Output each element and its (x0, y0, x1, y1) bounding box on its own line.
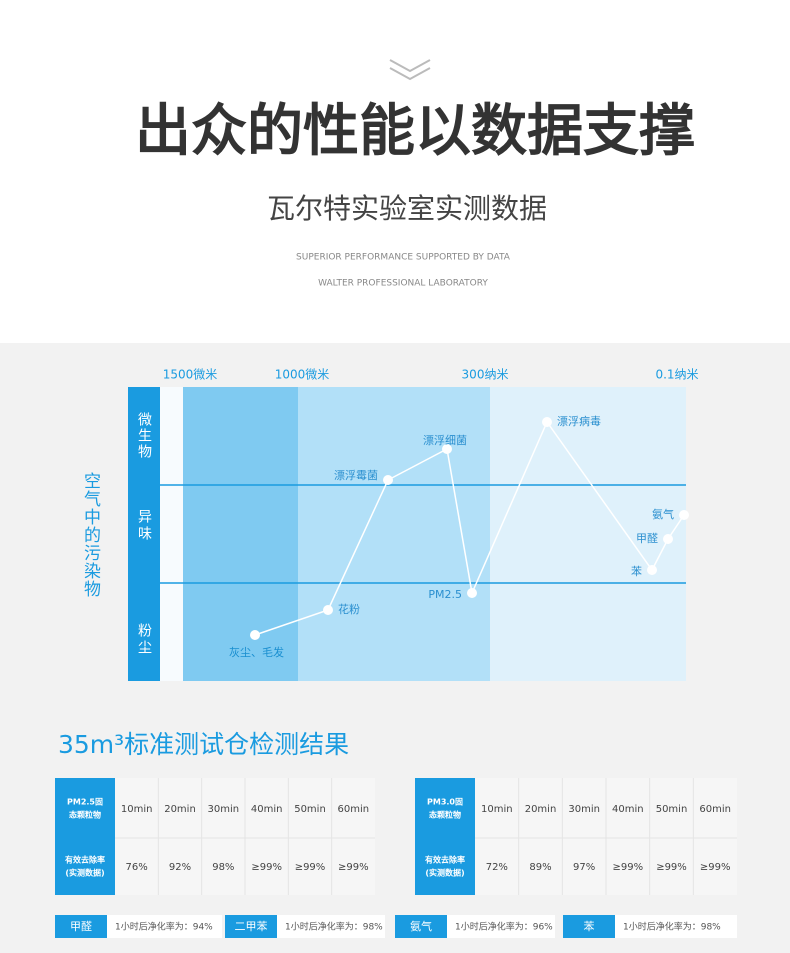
point-label: 漂浮病毒 (557, 414, 601, 428)
header-label: PM2.5固 (67, 798, 103, 807)
point-label: 漂浮霉菌 (334, 469, 378, 482)
header-label: PM3.0固 (427, 798, 463, 807)
point-label: 漂浮细菌 (423, 434, 467, 447)
note-text: 1小时后净化率为：94% (115, 921, 213, 933)
rate-cell: 89% (529, 862, 551, 873)
point (250, 630, 260, 640)
rate-cell: 98% (212, 862, 234, 873)
row-label: 粉尘 (136, 623, 152, 657)
point (542, 417, 552, 427)
row-label-column (128, 387, 160, 681)
time-cell: 20min (164, 804, 196, 815)
note-text: 1小时后净化率为：96% (455, 921, 553, 933)
chevron (389, 67, 431, 81)
note-name-box (55, 915, 107, 938)
header-label: 态颗粒物 (429, 810, 461, 820)
rate-cell: ≥99% (656, 862, 687, 873)
point (323, 605, 333, 615)
rate-label: 有效去除率 (425, 855, 465, 865)
row-label: 异味 (136, 509, 152, 543)
note-name-box (225, 915, 277, 938)
point-label: 花粉 (338, 603, 360, 616)
note-name: 苯 (584, 919, 595, 933)
time-cell: 50min (294, 804, 326, 815)
header-cell (415, 838, 475, 895)
band (160, 387, 183, 681)
rate-cell: ≥99% (295, 862, 326, 873)
top-bg (0, 0, 790, 343)
point-label: 氨气 (652, 507, 674, 521)
time-cell: 50min (656, 804, 688, 815)
rate-label: 有效去除率 (65, 855, 105, 865)
rate-label: (实测数据) (65, 868, 104, 878)
time-cell: 10min (481, 804, 513, 815)
rate-cell: ≥99% (338, 862, 369, 873)
side-label: 空气中的污染物 (80, 472, 101, 598)
header-cell (55, 778, 115, 838)
band (490, 387, 686, 681)
point (663, 534, 673, 544)
note-text: 1小时后净化率为：98% (285, 921, 383, 933)
point-label: 灰尘、毛发 (229, 645, 284, 659)
title: 出众的性能以数据支撑 (135, 99, 695, 164)
rate-label: (实测数据) (425, 868, 464, 878)
point (442, 444, 452, 454)
en-line: SUPERIOR PERFORMANCE SUPPORTED BY DATA (296, 253, 511, 263)
point (467, 588, 477, 598)
band (183, 387, 298, 681)
size-label: 1000微米 (275, 368, 330, 382)
note-name: 二甲苯 (235, 919, 268, 933)
header-cell (415, 778, 475, 838)
size-label: 1500微米 (163, 368, 218, 382)
time-cell: 10min (121, 804, 153, 815)
point (679, 510, 689, 520)
time-cell: 40min (251, 804, 283, 815)
note-name-box (395, 915, 447, 938)
header-label: 态颗粒物 (69, 810, 101, 820)
rate-cell: ≥99% (700, 862, 731, 873)
time-cell: 20min (525, 804, 557, 815)
time-cell: 60min (338, 804, 370, 815)
size-label: 300纳米 (462, 368, 509, 382)
rate-cell: 76% (126, 862, 148, 873)
row-label: 微生物 (136, 412, 152, 460)
point-label: 甲醛 (636, 531, 658, 545)
header-cell (55, 838, 115, 895)
rate-cell: 92% (169, 862, 191, 873)
rate-cell: 97% (573, 862, 595, 873)
point (647, 565, 657, 575)
chevron (389, 59, 431, 73)
time-cell: 30min (568, 804, 600, 815)
rate-cell: 72% (486, 862, 508, 873)
note-name-box (563, 915, 615, 938)
size-label: 0.1纳米 (655, 368, 698, 382)
subtitle: 瓦尔特实验室实测数据 (267, 192, 547, 225)
note-name: 甲醛 (70, 919, 92, 933)
time-cell: 60min (699, 804, 731, 815)
point-label: PM2.5 (428, 588, 462, 601)
point (383, 475, 393, 485)
note-name: 氨气 (410, 919, 432, 933)
note-text: 1小时后净化率为：98% (623, 921, 721, 933)
en-line: WALTER PROFESSIONAL LABORATORY (318, 279, 488, 289)
rate-cell: ≥99% (251, 862, 282, 873)
rate-cell: ≥99% (613, 862, 644, 873)
band (298, 387, 490, 681)
time-cell: 40min (612, 804, 644, 815)
point-label: 苯 (631, 564, 642, 578)
time-cell: 30min (208, 804, 240, 815)
results-title: 35m³标准测试仓检测结果 (58, 730, 349, 759)
